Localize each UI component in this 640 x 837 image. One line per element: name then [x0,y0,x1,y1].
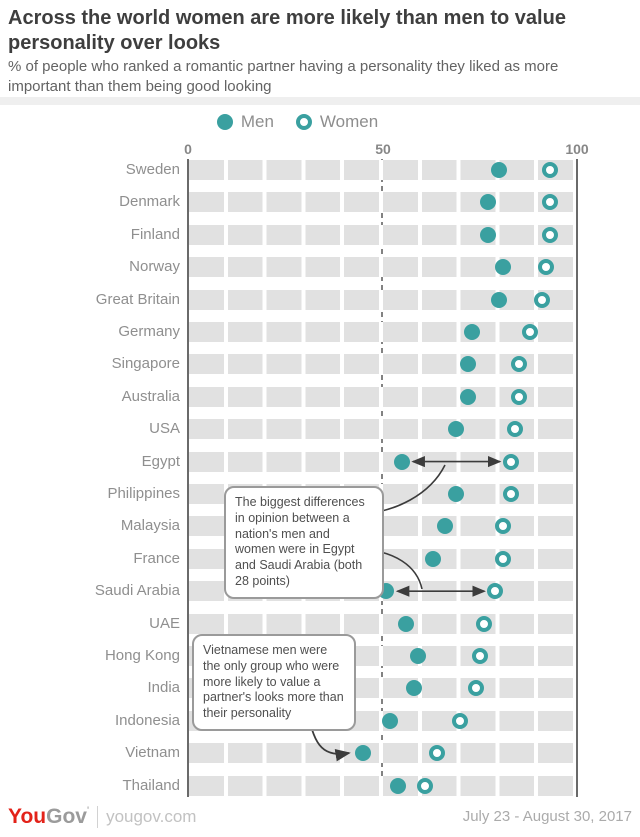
women-dot [502,486,519,502]
men-dot [390,777,407,794]
women-dot [506,421,523,438]
yougov-logo: You Gov ' yougov.com [8,805,196,829]
women-dot [522,324,539,340]
women-dot [537,259,554,276]
women-ring-icon [295,114,312,130]
country-label: France [133,549,180,567]
women-dot [475,615,492,632]
row-band [189,613,576,634]
men-dot [393,453,410,470]
men-dot [436,518,453,535]
women-dot [471,648,488,664]
women-dot [467,680,484,697]
logo-gov-text: Gov [46,805,87,828]
row-band [189,160,576,180]
country-label: UAE [149,614,180,632]
men-dot [405,680,422,697]
men-dot [448,486,465,502]
row-band [189,257,576,278]
row-band [189,775,576,796]
logo-you-text: You [8,805,47,828]
legend-item-men: Men [216,112,274,132]
row-band [189,419,576,440]
men-dot [397,615,414,632]
chart-subtitle: % of people who ranked a romantic partne… [8,58,559,95]
country-label: Hong Kong [104,647,180,664]
country-label: Indonesia [114,711,180,729]
men-dot-icon [216,114,233,130]
row-band [189,289,576,310]
logo-trademark: ' [86,805,90,817]
country-label: Denmark [119,193,180,211]
country-label: Malaysia [120,517,180,535]
row-band [189,224,576,245]
women-dot [510,356,527,373]
women-dot [495,518,512,535]
x-tick-0: 0 [184,141,192,157]
women-dot [533,291,550,308]
men-dot [460,356,477,373]
country-label: Sweden [125,161,180,178]
men-dot [425,550,442,567]
logo-separator [97,806,99,828]
women-dot [541,226,558,243]
women-dot [541,162,558,178]
chart-title: Across the world women are more likely t… [8,7,566,55]
women-dot [487,583,504,600]
left-axis-line [187,159,189,797]
men-dot [479,226,496,243]
country-label: Egypt [141,452,180,470]
men-dot [355,745,372,762]
fieldwork-dates: July 23 - August 30, 2017 [462,808,632,825]
women-dot [428,745,445,762]
legend-men-label: Men [240,112,274,131]
men-dot [448,421,465,438]
x-tick-100: 100 [565,141,589,157]
legend-women-label: Women [319,112,379,131]
chart-legend: Men Women [0,112,640,132]
women-dot [417,777,434,794]
women-dot [495,550,512,567]
men-dot [491,291,508,308]
country-label: Finland [130,225,180,243]
country-label: Germany [118,323,180,340]
row-band [189,192,576,213]
legend-item-women: Women [295,112,379,132]
header-divider-band [0,97,640,105]
country-label: Saudi Arabia [94,582,180,600]
country-label: Australia [121,387,180,405]
callout-biggest-differences: The biggest differences in opinion betwe… [224,486,384,599]
country-label: India [147,679,180,697]
right-axis-line [576,159,578,797]
men-dot [409,648,426,664]
men-dot [382,712,399,729]
country-label: Norway [129,258,180,276]
men-dot [460,388,477,405]
men-dot [495,259,512,276]
men-dot [479,194,496,211]
x-tick-50: 50 [375,141,391,157]
women-dot [452,712,469,729]
women-dot [510,388,527,405]
row-band [189,354,576,375]
callout-vietnam-note: Vietnamese men were the only group who w… [192,634,356,731]
row-band [189,322,576,342]
row-band [189,743,576,764]
women-dot [502,453,519,470]
men-dot [463,324,480,340]
row-band [189,386,576,407]
country-label: Singapore [111,355,180,373]
country-label: Vietnam [125,744,180,762]
country-label: Great Britain [95,290,180,308]
men-dot [491,162,508,178]
logo-site-url: yougov.com [106,807,197,826]
country-label: USA [149,420,180,438]
women-dot [541,194,558,211]
country-label: Thailand [122,776,180,794]
country-label: Philippines [107,485,180,502]
